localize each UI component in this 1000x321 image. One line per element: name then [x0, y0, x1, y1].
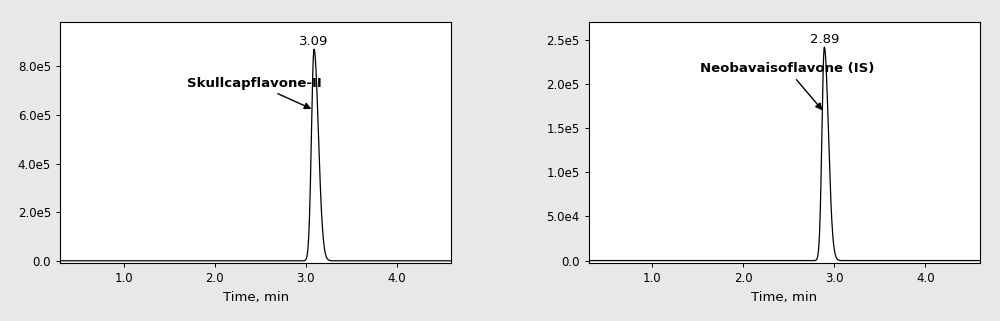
X-axis label: Time, min: Time, min: [751, 291, 817, 304]
Text: 2.89: 2.89: [810, 33, 839, 46]
Text: Neobavaisoflavone (IS): Neobavaisoflavone (IS): [700, 62, 874, 109]
X-axis label: Time, min: Time, min: [223, 291, 289, 304]
Text: 3.09: 3.09: [299, 35, 329, 48]
Text: Skullcapflavone-II: Skullcapflavone-II: [187, 77, 322, 108]
